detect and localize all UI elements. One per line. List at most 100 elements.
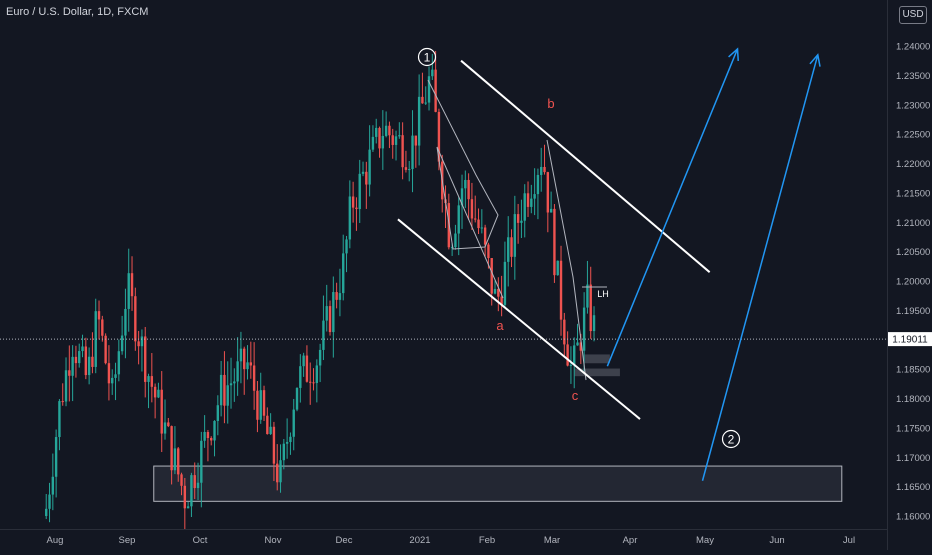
wave-structure-lines: [428, 80, 607, 380]
candle-body: [144, 336, 146, 381]
price-tick-label: 1.22000: [896, 159, 930, 170]
candle: [167, 418, 169, 427]
projection-arrow-1[interactable]: [607, 49, 738, 366]
candle-body: [141, 336, 143, 346]
channel-line-lower[interactable]: [398, 219, 640, 419]
support-zone[interactable]: [154, 466, 842, 501]
wave-1-label[interactable]: 1: [419, 49, 436, 66]
candle-body: [332, 292, 334, 332]
candle: [101, 316, 103, 342]
channel-line-upper[interactable]: [461, 61, 710, 273]
candle: [269, 413, 271, 435]
candle: [128, 249, 130, 332]
candle: [329, 301, 331, 336]
candle-body: [134, 296, 136, 341]
currency-button[interactable]: USD: [899, 6, 927, 24]
candle: [553, 204, 555, 283]
candle-body: [467, 180, 469, 199]
candle: [524, 184, 526, 237]
price-tick-label: 1.21000: [896, 218, 930, 229]
candle: [576, 324, 578, 346]
candle-body: [164, 422, 166, 433]
candle: [458, 197, 460, 255]
candle-body: [494, 289, 496, 294]
candle-body: [263, 390, 265, 416]
candle: [134, 288, 136, 351]
price-tick-labels: 1.240001.235001.230001.225001.220001.215…: [896, 42, 930, 523]
candle-body: [220, 375, 222, 405]
candle-body: [547, 172, 549, 212]
price-tick-label: 1.19500: [896, 306, 930, 317]
candle-body: [157, 390, 159, 398]
candle-body: [329, 306, 331, 332]
candle: [95, 299, 97, 373]
wave-2-label[interactable]: 2: [723, 431, 740, 448]
candle-body: [91, 357, 93, 367]
candle-body: [81, 346, 83, 351]
time-tick-label: Mar: [544, 535, 560, 546]
candle: [91, 332, 93, 373]
candle-body: [177, 448, 179, 474]
candle: [504, 242, 506, 308]
candle: [62, 383, 64, 405]
candle: [507, 216, 509, 286]
price-tick-label: 1.20500: [896, 247, 930, 258]
candle: [48, 483, 50, 522]
price-tick-label: 1.22500: [896, 130, 930, 141]
candle: [319, 344, 321, 382]
candle: [408, 161, 410, 181]
candle: [187, 502, 189, 508]
candle: [537, 169, 539, 220]
candle-body: [326, 306, 328, 321]
trendlines-layer: [398, 49, 820, 481]
time-tick-label: Sep: [119, 535, 136, 546]
candle-body: [590, 285, 592, 331]
projection-arrow-2[interactable]: [703, 55, 821, 481]
candle-body: [398, 135, 400, 136]
candle-body: [194, 475, 196, 488]
candle: [385, 111, 387, 137]
candle-body: [421, 97, 423, 103]
candle-body: [62, 401, 64, 402]
candle: [147, 374, 149, 408]
candle: [296, 387, 298, 411]
price-axis[interactable]: 1.240001.235001.230001.225001.220001.215…: [888, 0, 932, 550]
candle-body: [246, 362, 248, 369]
candle-body: [411, 136, 413, 169]
candle-body: [481, 228, 483, 229]
candle-body: [65, 370, 67, 401]
candle-body: [260, 390, 262, 420]
candle-body: [408, 169, 410, 170]
candle: [322, 296, 324, 360]
candle-body: [137, 341, 139, 346]
candle-body: [75, 357, 77, 363]
symbol-title[interactable]: Euro / U.S. Dollar, 1D, FXCM: [6, 6, 148, 18]
candle-body: [71, 357, 73, 376]
candle-body: [240, 349, 242, 362]
candle-body: [543, 167, 545, 172]
small-zone-0[interactable]: [585, 354, 610, 363]
candle-body: [279, 460, 281, 482]
candle-body: [431, 70, 433, 77]
candle-body: [566, 344, 568, 365]
candle: [174, 426, 176, 474]
candle: [260, 373, 262, 424]
candle-body: [349, 196, 351, 239]
candle: [517, 204, 519, 244]
candle: [236, 337, 238, 396]
candle-body: [250, 362, 252, 365]
candle: [299, 354, 301, 402]
candle-body: [359, 174, 361, 209]
price-tick-label: 1.16000: [896, 512, 930, 523]
candle-body: [375, 128, 377, 137]
candle-body: [454, 234, 456, 248]
price-tick-label: 1.18500: [896, 365, 930, 376]
candles-layer: [45, 51, 595, 529]
candle: [405, 151, 407, 173]
candle-body: [540, 167, 542, 175]
candle: [283, 439, 285, 469]
